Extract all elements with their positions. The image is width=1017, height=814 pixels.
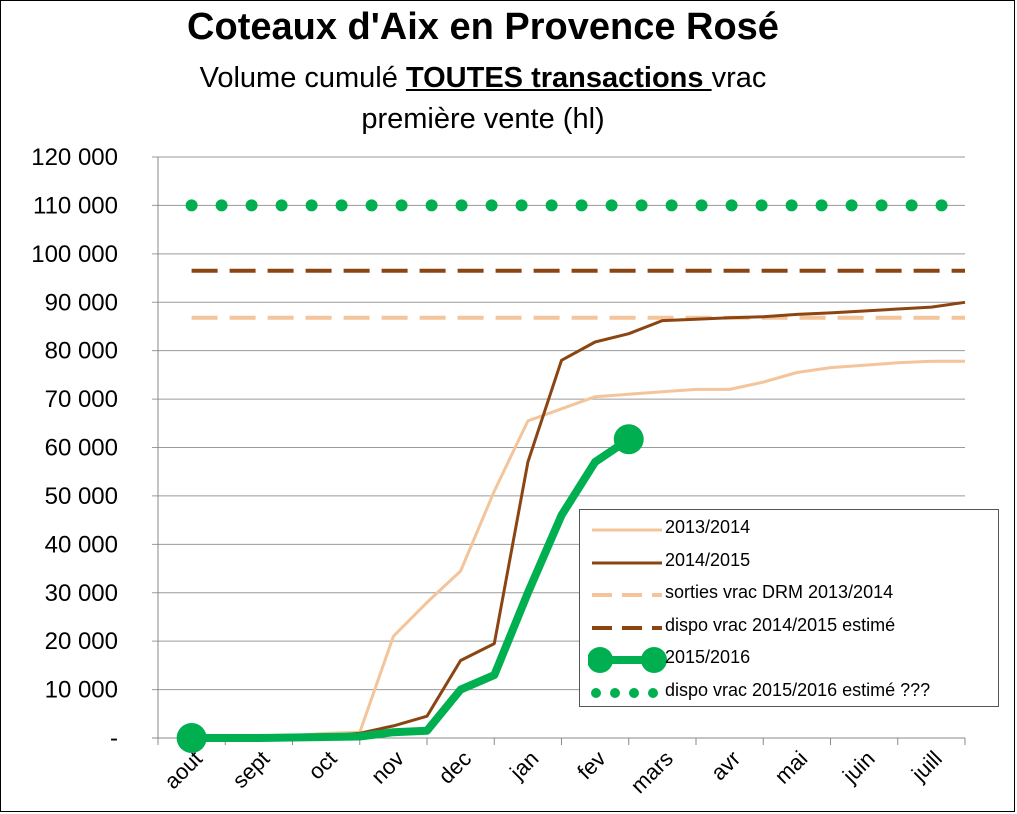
- y-tick-label: 70 000: [45, 386, 118, 413]
- series-layer: [176, 199, 971, 753]
- legend-label: sorties vrac DRM 2013/2014: [665, 582, 894, 602]
- x-tick-label: jan: [504, 746, 543, 785]
- legend-swatch: [592, 561, 662, 564]
- y-tick-label: -: [110, 725, 118, 752]
- y-axis-ticks: - 10 000 20 000 30 000 40 000 50 000 60 000 70 …: [31, 144, 118, 752]
- x-tick-label: nov: [366, 746, 409, 789]
- subtitle-part-2: vrac: [711, 62, 767, 94]
- legend-item: dispo vrac 2014/2015 estimé: [580, 612, 998, 644]
- legend-label: 2015/2016: [665, 647, 751, 667]
- x-tick-label: mars: [626, 746, 678, 798]
- legend-item: 2014/2015: [580, 547, 998, 579]
- legend-item: sorties vrac DRM 2013/2014: [580, 579, 998, 611]
- y-tick-label: 60 000: [45, 435, 118, 462]
- legend-swatch-marker: [588, 647, 613, 673]
- x-tick-label: mai: [770, 746, 813, 789]
- legend-item: 2013/2014: [580, 514, 998, 546]
- x-tick-label: juin: [837, 746, 880, 789]
- legend-swatch-marker: [641, 647, 667, 673]
- legend-label: dispo vrac 2014/2015 estimé: [665, 614, 896, 635]
- legend-label: dispo vrac 2015/2016 estimé ???: [665, 679, 931, 700]
- y-tick-label: 50 000: [45, 483, 118, 510]
- y-tick-label: 110 000: [33, 192, 118, 219]
- series-point: [176, 723, 207, 753]
- x-tick-label: avr: [706, 746, 745, 785]
- y-tick-label: 10 000: [45, 677, 118, 704]
- x-tick-label: juill: [906, 746, 947, 787]
- x-axis-ticks: aout sept oct nov dec jan fev mars avr mai juin jui…: [159, 746, 947, 798]
- legend-item: 2015/2016: [580, 644, 998, 676]
- y-tick-label: 80 000: [45, 338, 118, 365]
- subtitle-part-1: Volume cumulé: [199, 62, 406, 94]
- chart-subtitle: Volume cumulé TOUTES transactions vrac: [0, 62, 966, 95]
- y-tick-label: 20 000: [45, 628, 118, 655]
- legend-swatch: [592, 593, 662, 597]
- legend-label: 2014/2015: [665, 549, 751, 570]
- legend-label: 2013/2014: [665, 517, 751, 537]
- legend: 2013/2014 2014/2015 sorties vrac DRM 2013/…: [579, 509, 999, 707]
- x-tick-label: aout: [159, 746, 207, 794]
- chart-title: Coteaux d'Aix en Provence Rosé: [187, 6, 779, 48]
- y-tick-label: 30 000: [45, 580, 118, 607]
- legend-swatch: [588, 647, 667, 673]
- y-tick-label: 90 000: [45, 289, 118, 316]
- x-tick-label: fev: [572, 746, 610, 784]
- chart-subtitle-line2: première vente (hl): [361, 103, 605, 135]
- series-point: [613, 424, 644, 455]
- x-tick-label: sept: [227, 746, 274, 793]
- y-tick-label: 120 000: [31, 144, 118, 171]
- subtitle-emphasis: TOUTES transactions: [405, 62, 712, 94]
- y-tick-label: 100 000: [31, 241, 118, 268]
- legend-swatch: [592, 528, 662, 532]
- legend-swatch: [592, 625, 662, 630]
- legend-swatch: [591, 687, 667, 698]
- series-line-2015-2016: [187, 435, 633, 742]
- y-tick-label: 40 000: [45, 531, 118, 558]
- legend-item: dispo vrac 2015/2016 estimé ???: [580, 677, 998, 709]
- x-tick-label: dec: [433, 746, 476, 789]
- x-tick-label: oct: [303, 746, 341, 784]
